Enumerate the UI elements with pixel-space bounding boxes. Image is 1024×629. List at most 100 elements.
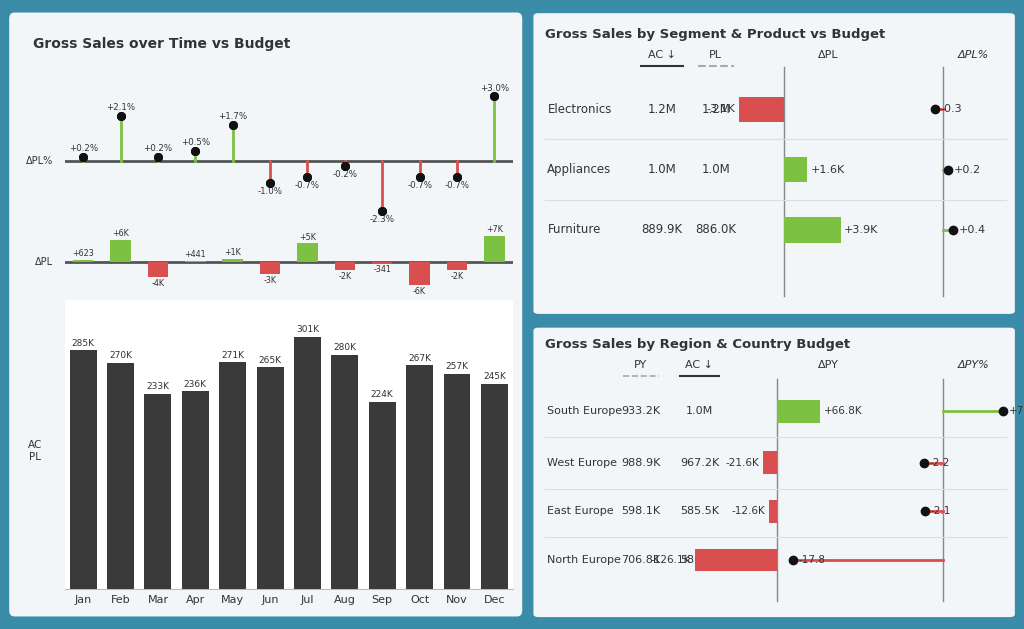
- Bar: [369, 401, 395, 589]
- Bar: [294, 337, 321, 589]
- Bar: [332, 355, 358, 589]
- Text: +5K: +5K: [299, 233, 315, 242]
- Bar: [111, 240, 131, 262]
- Text: ΔPL%: ΔPL%: [26, 157, 53, 167]
- Text: 245K: 245K: [483, 372, 506, 381]
- Text: Gross Sales over Time vs Budget: Gross Sales over Time vs Budget: [34, 37, 291, 51]
- Text: AC
PL: AC PL: [28, 440, 42, 462]
- Text: South Europe: South Europe: [548, 406, 623, 416]
- Text: +0.2%: +0.2%: [143, 144, 172, 153]
- Text: +2.1%: +2.1%: [106, 103, 135, 112]
- Bar: [481, 384, 508, 589]
- Bar: [776, 400, 820, 423]
- Bar: [738, 97, 783, 122]
- Text: 1.0M: 1.0M: [647, 163, 677, 176]
- Bar: [182, 391, 209, 589]
- Text: -3K: -3K: [263, 276, 276, 284]
- Text: +0.5%: +0.5%: [181, 138, 210, 147]
- Text: -6K: -6K: [413, 287, 426, 296]
- Bar: [443, 374, 470, 589]
- Text: ΔPY%: ΔPY%: [957, 360, 989, 370]
- Text: -4K: -4K: [152, 279, 165, 288]
- Bar: [407, 365, 433, 589]
- Text: ΔPL: ΔPL: [35, 257, 53, 267]
- Bar: [260, 262, 281, 274]
- Text: 580.7K: 580.7K: [680, 555, 719, 565]
- Text: 267K: 267K: [409, 354, 431, 363]
- Text: 1.0M: 1.0M: [686, 406, 713, 416]
- Text: +0.4: +0.4: [958, 225, 986, 235]
- Text: +623: +623: [73, 249, 94, 258]
- Text: -3.1K: -3.1K: [706, 104, 735, 114]
- Bar: [783, 217, 841, 243]
- Text: -21.6K: -21.6K: [725, 458, 759, 468]
- Text: Electronics: Electronics: [548, 103, 611, 116]
- Text: +6K: +6K: [113, 229, 129, 238]
- Text: 1.2M: 1.2M: [647, 103, 677, 116]
- Bar: [70, 350, 96, 589]
- Text: +3.9K: +3.9K: [844, 225, 879, 235]
- Text: Gross Sales by Region & Country Budget: Gross Sales by Region & Country Budget: [545, 338, 850, 352]
- Text: +1.7%: +1.7%: [218, 112, 247, 121]
- Text: 271K: 271K: [221, 350, 244, 360]
- FancyBboxPatch shape: [534, 13, 1015, 314]
- Text: Furniture: Furniture: [548, 223, 601, 237]
- Text: 585.5K: 585.5K: [680, 506, 719, 516]
- Bar: [144, 394, 171, 589]
- Text: +0.2: +0.2: [953, 165, 981, 175]
- Text: North Europe: North Europe: [548, 555, 622, 565]
- Bar: [222, 259, 243, 262]
- Text: -0.7%: -0.7%: [295, 181, 319, 189]
- Text: +7K: +7K: [486, 225, 503, 234]
- Bar: [108, 363, 134, 589]
- FancyBboxPatch shape: [534, 328, 1015, 617]
- Text: +1K: +1K: [224, 248, 241, 257]
- Text: PL: PL: [710, 50, 722, 60]
- Bar: [695, 548, 776, 571]
- Text: -341: -341: [374, 265, 391, 274]
- Bar: [147, 262, 168, 277]
- Text: 967.2K: 967.2K: [680, 458, 719, 468]
- Text: -0.2%: -0.2%: [333, 170, 357, 179]
- Text: 270K: 270K: [110, 352, 132, 360]
- Text: -1.0%: -1.0%: [258, 187, 283, 196]
- Text: 280K: 280K: [334, 343, 356, 352]
- Text: ΔPY: ΔPY: [818, 360, 839, 370]
- Text: ΔPL%: ΔPL%: [957, 50, 989, 60]
- Text: 988.9K: 988.9K: [622, 458, 660, 468]
- Bar: [484, 236, 505, 262]
- Text: -12.6K: -12.6K: [731, 506, 765, 516]
- Text: -0.7%: -0.7%: [444, 181, 469, 189]
- Bar: [446, 262, 467, 270]
- Text: ΔPL: ΔPL: [818, 50, 839, 60]
- Text: 301K: 301K: [296, 325, 319, 335]
- Text: 265K: 265K: [259, 355, 282, 365]
- Text: 933.2K: 933.2K: [622, 406, 660, 416]
- Text: +441: +441: [184, 250, 206, 259]
- Text: -2.2: -2.2: [930, 458, 950, 468]
- Text: 233K: 233K: [146, 382, 169, 391]
- Text: -126.1K: -126.1K: [651, 555, 691, 565]
- Bar: [783, 157, 807, 182]
- Text: 706.8K: 706.8K: [622, 555, 660, 565]
- Bar: [219, 362, 246, 589]
- Text: 1.2M: 1.2M: [701, 103, 730, 116]
- Text: +3.0%: +3.0%: [480, 84, 509, 92]
- Text: 886.0K: 886.0K: [695, 223, 736, 237]
- Text: 889.9K: 889.9K: [641, 223, 683, 237]
- Text: PY: PY: [635, 360, 647, 370]
- Bar: [410, 262, 430, 285]
- Text: +1.6K: +1.6K: [811, 165, 845, 175]
- Text: -0.3: -0.3: [941, 104, 963, 114]
- Bar: [763, 452, 776, 474]
- Text: +0.2%: +0.2%: [69, 144, 97, 153]
- Text: Gross Sales by Segment & Product vs Budget: Gross Sales by Segment & Product vs Budg…: [545, 28, 886, 41]
- Text: 285K: 285K: [72, 339, 94, 348]
- Bar: [372, 262, 392, 264]
- Text: 598.1K: 598.1K: [622, 506, 660, 516]
- Text: AC ↓: AC ↓: [685, 360, 714, 370]
- Text: East Europe: East Europe: [548, 506, 614, 516]
- Text: West Europe: West Europe: [548, 458, 617, 468]
- Bar: [297, 243, 317, 262]
- Bar: [185, 260, 206, 262]
